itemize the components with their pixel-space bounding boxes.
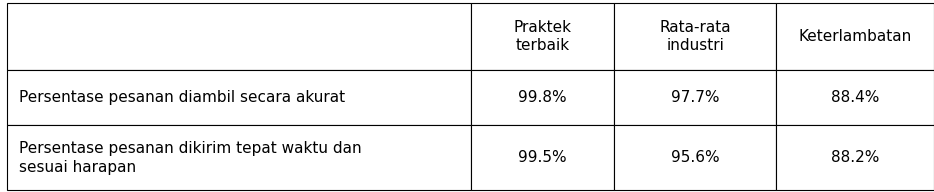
Bar <box>7 126 471 190</box>
Text: Persentase pesanan diambil secara akurat: Persentase pesanan diambil secara akurat <box>19 90 345 105</box>
Bar <box>471 70 615 126</box>
Bar <box>615 70 776 126</box>
Bar <box>471 126 615 190</box>
Bar <box>615 126 776 190</box>
Bar <box>7 3 471 70</box>
Bar <box>7 70 471 126</box>
Text: 88.4%: 88.4% <box>831 90 880 105</box>
Text: Praktek
terbaik: Praktek terbaik <box>514 20 572 53</box>
Bar <box>615 3 776 70</box>
Text: 97.7%: 97.7% <box>672 90 720 105</box>
Text: 99.5%: 99.5% <box>518 150 567 165</box>
Bar <box>776 3 934 70</box>
Bar <box>776 70 934 126</box>
Text: Keterlambatan: Keterlambatan <box>799 29 912 44</box>
Bar <box>776 126 934 190</box>
Text: 88.2%: 88.2% <box>831 150 880 165</box>
Text: 95.6%: 95.6% <box>672 150 720 165</box>
Text: Persentase pesanan dikirim tepat waktu dan
sesuai harapan: Persentase pesanan dikirim tepat waktu d… <box>19 141 361 175</box>
Text: 99.8%: 99.8% <box>518 90 567 105</box>
Text: Rata-rata
industri: Rata-rata industri <box>659 20 731 53</box>
Bar <box>471 3 615 70</box>
